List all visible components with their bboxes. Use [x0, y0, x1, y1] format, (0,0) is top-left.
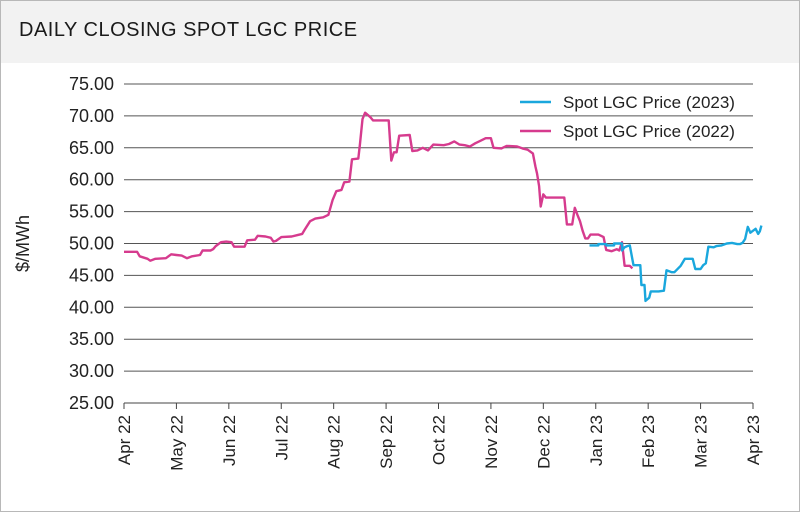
y-tick-label: 35.00	[69, 329, 114, 349]
y-tick-label: 40.00	[69, 297, 114, 317]
chart-title: DAILY CLOSING SPOT LGC PRICE	[19, 19, 358, 41]
y-axis-ticks: 75.00 70.00 65.00 60.00 55.00 50.00 45.00 40.00…	[69, 74, 114, 413]
y-tick-label: 70.00	[69, 106, 114, 126]
x-tick-label: Apr 23	[744, 415, 763, 465]
y-axis-label: $/MWh	[13, 215, 33, 272]
legend-label: Spot LGC Price (2023)	[563, 93, 735, 112]
y-tick-label: 45.00	[69, 265, 114, 285]
x-tick-label: Jan 23	[587, 415, 606, 466]
x-tick-label: Dec 22	[534, 415, 553, 469]
x-tick-label: Sep 22	[377, 415, 396, 469]
series-line	[589, 225, 763, 303]
x-tick-label: Jun 22	[220, 415, 239, 466]
x-tick-label: May 22	[167, 415, 186, 471]
y-tick-label: 30.00	[69, 361, 114, 381]
x-tick-label: Apr 22	[115, 415, 134, 465]
series-lines	[124, 111, 763, 303]
x-tick-label: Nov 22	[482, 415, 501, 469]
x-tick-label: Mar 23	[692, 415, 711, 468]
title-bar: DAILY CLOSING SPOT LGC PRICE	[1, 1, 799, 63]
y-tick-label: 25.00	[69, 393, 114, 413]
x-tick-label: Oct 22	[430, 415, 449, 465]
y-tick-label: 75.00	[69, 74, 114, 94]
legend-label: Spot LGC Price (2022)	[563, 122, 735, 141]
x-tick-label: Jul 22	[272, 415, 291, 460]
x-tick-label: Aug 22	[325, 415, 344, 469]
y-tick-label: 60.00	[69, 170, 114, 190]
legend: Spot LGC Price (2023) Spot LGC Price (202…	[520, 93, 735, 141]
x-axis: Apr 22 May 22 Jun 22 Jul 22 Aug 22 Sep 22 Oct …	[115, 403, 763, 471]
y-tick-label: 65.00	[69, 138, 114, 158]
y-tick-label: 55.00	[69, 202, 114, 222]
x-tick-label: Feb 23	[639, 415, 658, 468]
y-tick-label: 50.00	[69, 234, 114, 254]
gridlines	[124, 83, 753, 404]
series-line	[124, 111, 634, 270]
